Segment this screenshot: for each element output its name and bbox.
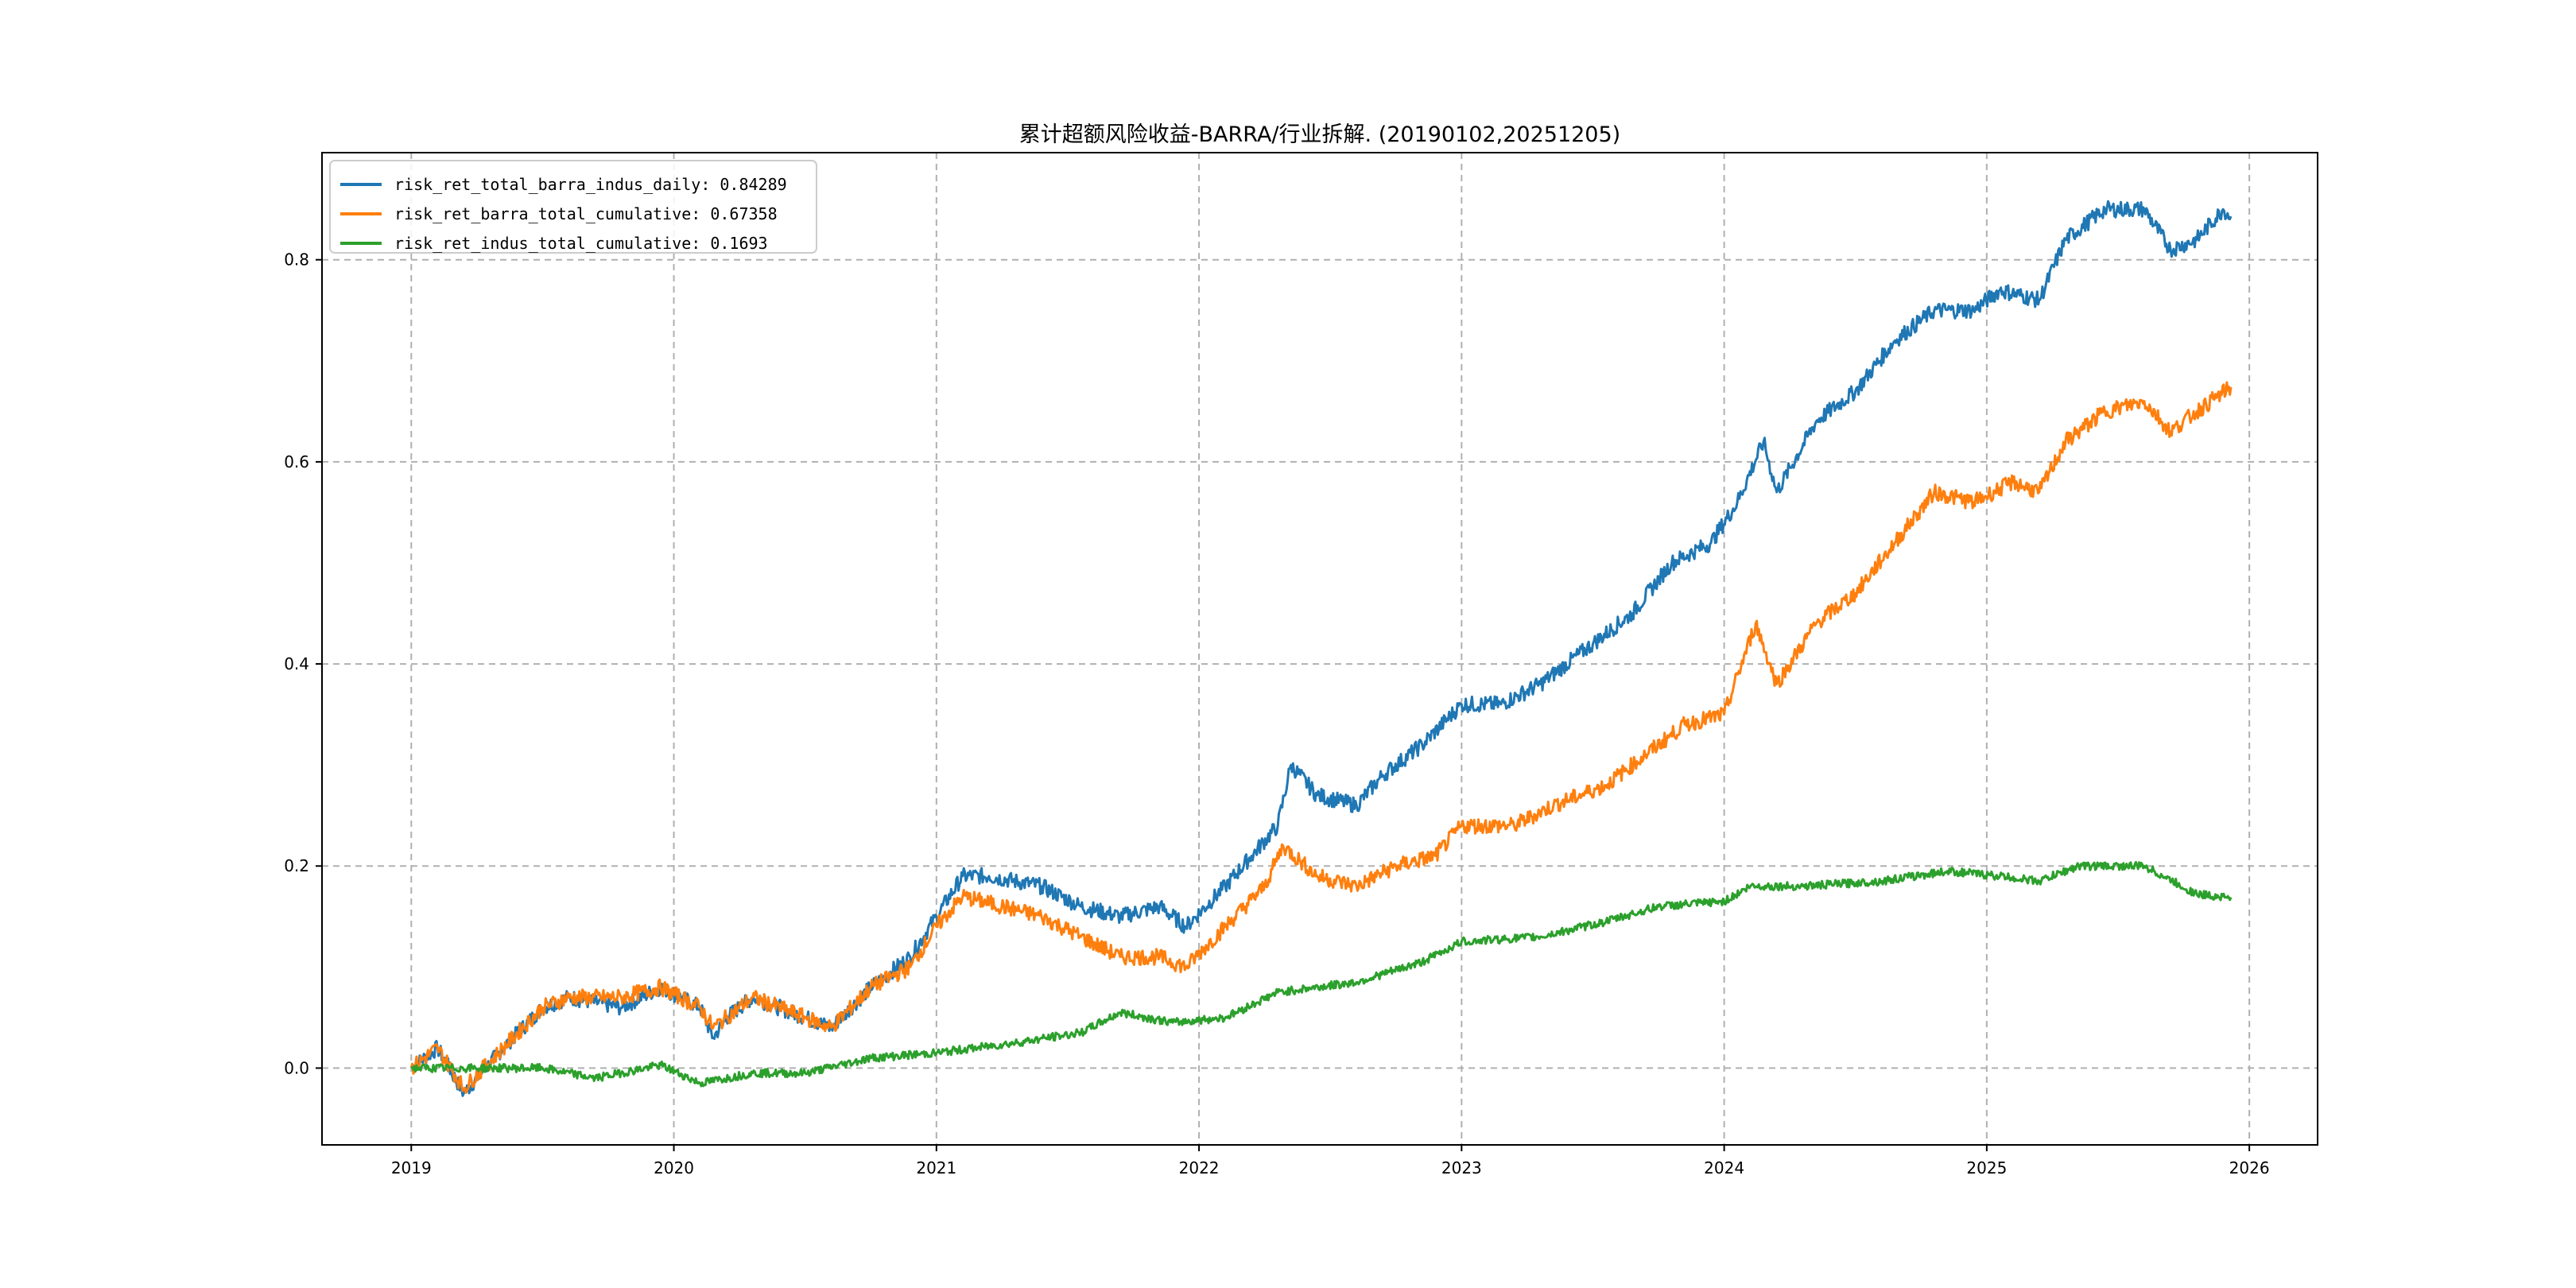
y-tick-label: 0.2: [284, 856, 309, 875]
x-tick-label: 2020: [654, 1158, 694, 1177]
legend-label-0: risk_ret_total_barra_indus_daily: 0.8428…: [394, 175, 787, 194]
y-tick-label: 0.8: [284, 250, 309, 270]
y-tick-label: 0.4: [284, 654, 309, 673]
legend: risk_ret_total_barra_indus_daily: 0.8428…: [329, 160, 817, 254]
legend-label-1: risk_ret_barra_total_cumulative: 0.67358: [394, 204, 778, 223]
series-line-2: [410, 860, 2233, 1088]
x-tick-label: 2022: [1179, 1158, 1220, 1177]
x-axis: 2019 2020 2021 2022 2023 2024 2025 2026: [391, 1145, 2270, 1177]
y-tick-label: 0.6: [284, 452, 309, 471]
x-tick-label: 2019: [391, 1158, 432, 1177]
legend-box: [329, 160, 817, 254]
y-axis: 0.0 0.2 0.4 0.6 0.8: [284, 250, 322, 1077]
grid: [322, 153, 2318, 1145]
chart-title: 累计超额风险收益-BARRA/行业拆解. (20190102,20251205): [1019, 122, 1620, 147]
x-tick-label: 2025: [1966, 1158, 2007, 1177]
x-tick-label: 2021: [916, 1158, 956, 1177]
y-tick-label: 0.0: [284, 1058, 309, 1077]
x-tick-label: 2026: [2229, 1158, 2270, 1177]
series-line-1: [409, 381, 2233, 1094]
legend-label-2: risk_ret_indus_total_cumulative: 0.1693: [394, 234, 768, 253]
plot-frame: [321, 152, 2318, 1146]
x-tick-label: 2024: [1704, 1158, 1744, 1177]
x-tick-label: 2023: [1441, 1158, 1482, 1177]
series-lines: [409, 200, 2233, 1097]
series-line-0: [410, 200, 2233, 1097]
